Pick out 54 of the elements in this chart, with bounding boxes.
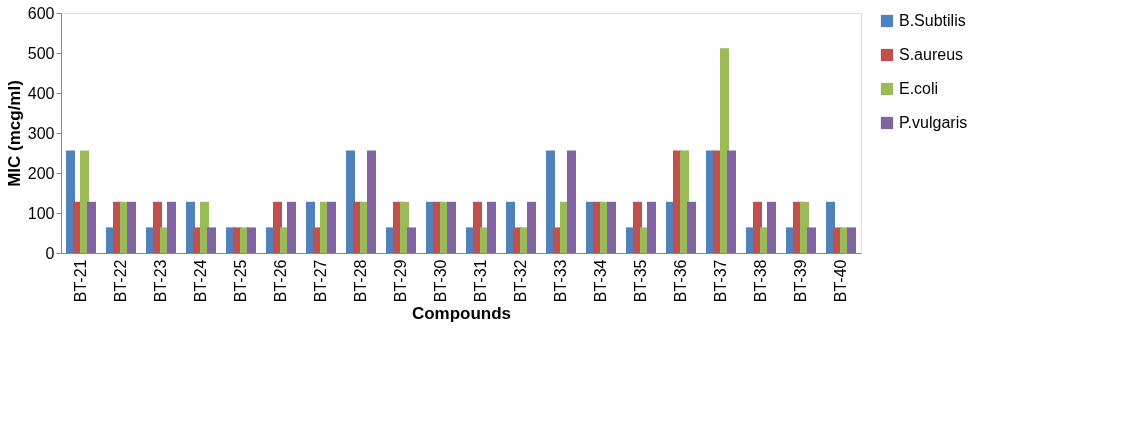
- x-tick-label: BT-36: [672, 259, 689, 303]
- x-tick-label: BT-39: [792, 259, 809, 303]
- x-axis-title: Compounds: [411, 304, 512, 324]
- bar: [407, 227, 416, 253]
- bar: [767, 201, 776, 253]
- x-tick-label: BT-23: [152, 259, 169, 303]
- legend-label: S.aureus: [899, 46, 964, 63]
- bar: [546, 150, 555, 253]
- legend-label: P.vulgaris: [899, 114, 968, 131]
- bar: [367, 150, 376, 253]
- y-tick-label: 400: [27, 84, 55, 102]
- x-tick-label: BT-32: [512, 259, 529, 303]
- bar: [807, 227, 816, 253]
- x-tick-label: BT-28: [352, 259, 369, 303]
- y-tick-label: 300: [27, 124, 55, 142]
- bar: [527, 201, 536, 253]
- x-tick-label: BT-33: [552, 259, 569, 303]
- bar: [327, 201, 336, 253]
- bar: [847, 227, 856, 253]
- legend-label: B.Subtilis: [899, 12, 966, 29]
- y-axis-title: MIC (mcg/ml): [4, 80, 24, 187]
- legend-label: E.coli: [899, 80, 939, 97]
- bar: [487, 201, 496, 253]
- bar: [647, 201, 656, 253]
- x-tick-label: BT-30: [432, 259, 449, 303]
- bar: [287, 201, 296, 253]
- y-tick-label: 100: [27, 204, 55, 222]
- x-tick-label: BT-27: [312, 259, 329, 303]
- bar: [727, 150, 736, 253]
- y-tick-label: 0: [45, 244, 55, 262]
- y-tick-label: 200: [27, 164, 55, 182]
- bar: [207, 227, 216, 253]
- bar: [127, 201, 136, 253]
- x-tick-label: BT-38: [752, 259, 769, 303]
- x-tick-label: BT-26: [272, 259, 289, 303]
- y-tick-label: 600: [27, 4, 55, 22]
- bar: [247, 227, 256, 253]
- y-tick-label: 500: [27, 44, 55, 62]
- x-tick-label: BT-31: [472, 259, 489, 303]
- x-tick-label: BT-37: [712, 259, 729, 303]
- bar: [687, 201, 696, 253]
- x-tick-label: BT-40: [832, 259, 849, 303]
- x-tick-label: BT-22: [112, 259, 129, 303]
- bar: [447, 201, 456, 253]
- x-tick-label: BT-25: [232, 259, 249, 303]
- x-tick-label: BT-29: [392, 259, 409, 303]
- x-tick-label: BT-35: [632, 259, 649, 303]
- bar: [567, 150, 576, 253]
- bar: [607, 201, 616, 253]
- bar: [87, 201, 96, 253]
- x-tick-label: BT-34: [592, 259, 609, 303]
- bar: [167, 201, 176, 253]
- x-tick-label: BT-24: [192, 259, 209, 303]
- x-tick-label: BT-21: [72, 259, 89, 303]
